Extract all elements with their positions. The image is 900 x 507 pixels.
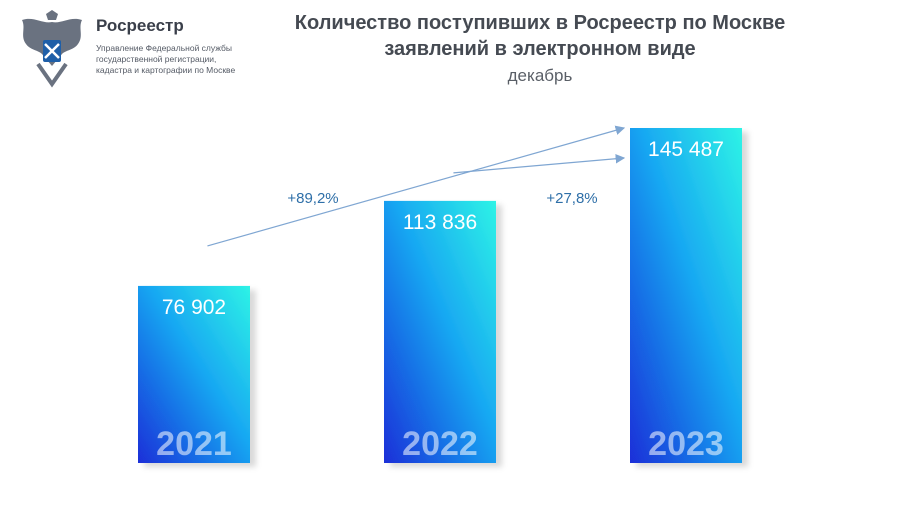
value-label-2023: 145 487 [648,138,724,161]
org-desc-line: кадастра и картографии по Москве [96,65,236,75]
title-line-1: Количество поступивших в Росреестр по Мо… [294,12,786,34]
category-label-2021: 2021 [156,425,232,463]
category-label-2023: 2023 [648,425,724,463]
growth-arrow-2021-2023 [207,125,626,247]
org-desc-line: государственной регистрации, [96,54,217,64]
org-desc-line: Управление Федеральной службы [96,43,232,53]
title-line-2: заявлений в электронном виде [384,38,696,60]
eagle-emblem-icon [22,10,82,88]
value-label-2022: 113 836 [403,211,477,234]
chart-title: Количество поступивших в Росреестр по Мо… [250,10,830,62]
bar-2023 [630,128,742,463]
growth-label-2021-2023: +89,2% [287,190,338,207]
bar-2022 [384,200,496,463]
category-label-2022: 2022 [402,425,478,463]
chart-subtitle: декабрь [507,66,573,85]
growth-arrow-2022-2023 [453,153,626,174]
org-description: Управление Федеральной службы государств… [96,43,296,76]
bar-2021 [138,285,250,463]
value-label-2021: 76 902 [162,296,226,319]
org-name: Росреестр [96,16,184,35]
growth-label-2022-2023: +27,8% [546,190,597,207]
